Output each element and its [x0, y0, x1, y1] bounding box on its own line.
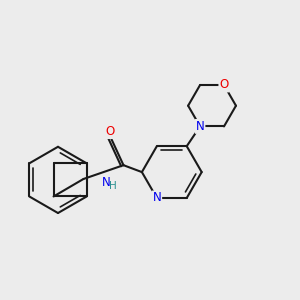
Text: N: N — [196, 120, 205, 133]
Text: O: O — [105, 125, 114, 138]
Text: N: N — [101, 176, 110, 189]
Text: N: N — [152, 191, 161, 205]
Text: O: O — [219, 79, 229, 92]
Text: H: H — [109, 181, 116, 191]
